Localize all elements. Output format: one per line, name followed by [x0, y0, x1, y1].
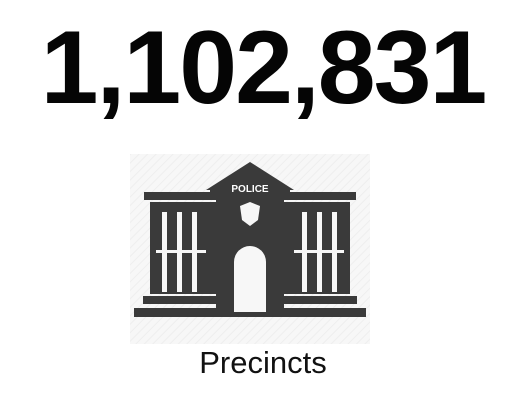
- badge-icon: [240, 202, 260, 226]
- police-sign: POLICE: [231, 184, 269, 195]
- stat-label: Precincts: [199, 345, 327, 380]
- right-wing-columns: [294, 212, 344, 292]
- police-station-icon: POLICE: [130, 154, 370, 344]
- door: [234, 246, 266, 312]
- stat-value: 1,102,831: [40, 10, 488, 126]
- left-wing-columns: [156, 212, 206, 292]
